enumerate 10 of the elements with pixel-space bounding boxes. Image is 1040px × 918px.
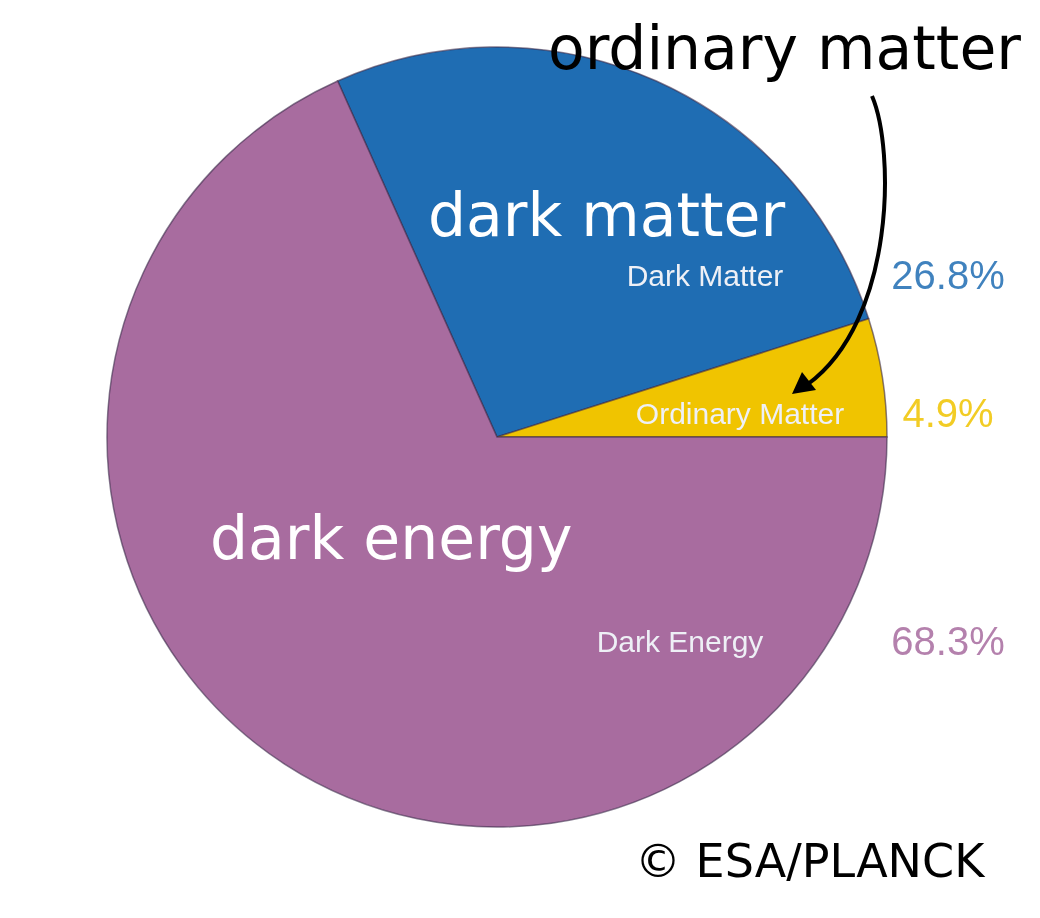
slice-label: Dark Matter xyxy=(626,259,784,292)
text: dark energy xyxy=(210,503,573,573)
slice-label: Dark Energy xyxy=(596,625,764,658)
text: dark matter xyxy=(428,180,786,250)
data-label: 68.3% xyxy=(891,619,1005,663)
slice-label: Ordinary Matter xyxy=(635,397,845,430)
data-label: 4.9% xyxy=(902,391,994,435)
text: © ESA/PLANCK xyxy=(635,834,985,888)
text: ordinary matter xyxy=(548,13,1021,83)
data-label: 26.8% xyxy=(891,253,1005,297)
